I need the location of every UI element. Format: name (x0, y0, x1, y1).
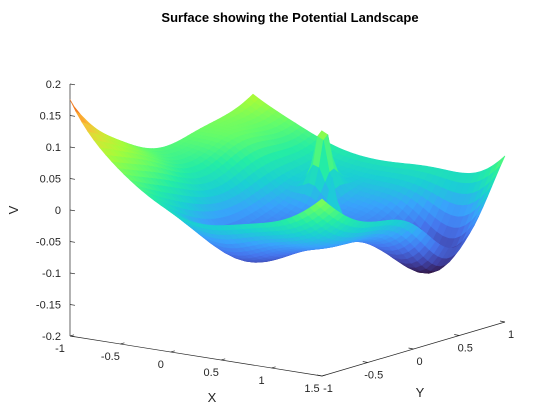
y-tick-label: -1 (323, 383, 333, 395)
z-tick-label: 0.2 (46, 79, 61, 91)
y-tick-label: 0 (416, 356, 422, 368)
y-tick-label: 1 (508, 329, 514, 341)
y-tick (316, 374, 323, 377)
z-tick-label: 0 (55, 205, 61, 217)
z-tick (69, 335, 76, 338)
x-tick (69, 334, 75, 337)
x-axis-line (69, 335, 323, 377)
x-tick (221, 358, 226, 361)
z-tick-label: -0.05 (36, 237, 61, 249)
x-tick (321, 374, 327, 377)
x-tick-label: 1 (259, 375, 265, 387)
y-tick (408, 347, 414, 350)
surface-patch (315, 198, 327, 208)
potential-surface[interactable] (69, 93, 506, 274)
axes: -0.2 -0.15 -0.1 -0.05 0 0.05 0.1 0.15 0.2 -1 -0.5 0… (36, 79, 514, 395)
z-tick (69, 304, 76, 306)
z-tick (69, 241, 76, 243)
z-tick-label: 0.15 (40, 111, 61, 123)
x-tick (271, 366, 276, 369)
x-tick-label: 1.5 (304, 383, 319, 395)
x-tick-label: 0.5 (204, 367, 219, 379)
y-tick (362, 361, 368, 363)
x-tick (170, 350, 175, 353)
y-tick (454, 334, 460, 336)
y-tick (499, 320, 506, 323)
y-axis-label: Y (416, 385, 425, 400)
y-tick-label: 0.5 (458, 343, 473, 355)
z-tick-label: 0.05 (40, 174, 61, 186)
z-tick (69, 115, 76, 117)
z-tick-label: 0.1 (46, 142, 61, 154)
x-tick-label: 0 (158, 359, 164, 371)
surface-patch (69, 99, 81, 115)
x-axis-label: X (208, 390, 217, 405)
z-tick (69, 178, 76, 180)
y-tick-label: -0.5 (364, 370, 383, 382)
z-tick (69, 146, 76, 149)
x-tick-label: -1 (55, 343, 65, 355)
z-tick-label: -0.15 (36, 300, 61, 312)
x-tick-label: -0.5 (101, 351, 120, 363)
z-tick-label: -0.2 (42, 331, 61, 343)
surface-patch (75, 111, 88, 125)
z-axis-label: V (6, 205, 21, 214)
z-tick (69, 83, 76, 86)
chart-title: Surface showing the Potential Landscape (161, 10, 418, 25)
x-tick (120, 342, 125, 345)
z-tick (69, 209, 76, 212)
z-tick-label: -0.1 (42, 268, 61, 280)
z-tick (69, 272, 76, 275)
